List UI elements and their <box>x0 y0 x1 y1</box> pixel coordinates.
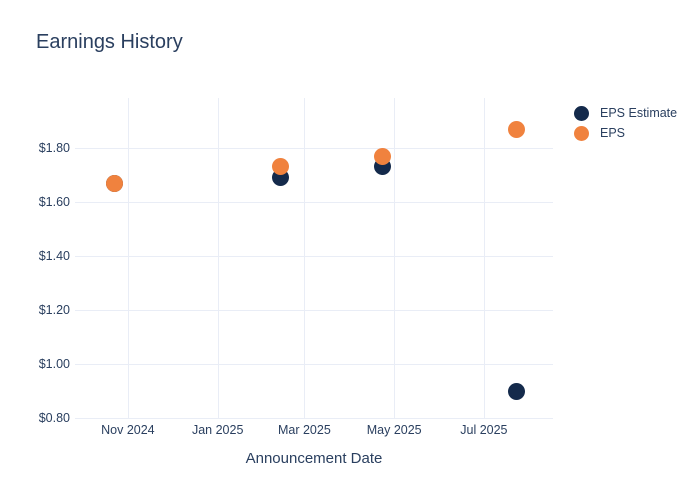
legend-item-eps-estimate[interactable]: EPS Estimate <box>574 106 677 121</box>
gridline-y <box>75 364 553 365</box>
data-point-eps[interactable] <box>373 147 391 165</box>
gridline-y <box>75 202 553 203</box>
legend-item-eps[interactable]: EPS <box>574 126 677 141</box>
data-point-eps-estimate[interactable] <box>507 382 525 400</box>
y-tick-label: $1.80 <box>38 141 70 155</box>
legend: EPS Estimate EPS <box>574 106 677 146</box>
gridline-y <box>75 148 553 149</box>
x-tick-label: Jan 2025 <box>191 423 244 437</box>
y-tick-label: $1.40 <box>38 249 70 263</box>
x-tick-label: Nov 2024 <box>101 423 155 437</box>
y-tick-label: $1.60 <box>38 195 70 209</box>
gridline-x <box>394 98 396 418</box>
x-tick-label: Mar 2025 <box>277 423 331 437</box>
gridline-x <box>127 98 129 418</box>
x-tick-label: Jul 2025 <box>460 423 508 437</box>
x-axis-title: Announcement Date <box>245 450 383 467</box>
y-tick-label: $0.80 <box>38 411 70 425</box>
y-tick-label: $1.00 <box>38 357 70 371</box>
gridline-x <box>304 98 306 418</box>
legend-marker-eps-estimate-icon <box>574 106 589 121</box>
data-point-eps[interactable] <box>507 120 525 138</box>
data-point-eps[interactable] <box>272 158 290 176</box>
legend-label: EPS Estimate <box>600 106 678 120</box>
x-tick-label: May 2025 <box>366 423 422 437</box>
gridline-y <box>75 310 553 311</box>
legend-marker-eps-icon <box>574 126 589 141</box>
gridline-x <box>217 98 219 418</box>
gridline-y <box>75 418 553 419</box>
data-point-eps[interactable] <box>106 174 124 192</box>
chart-title: Earnings History <box>36 31 183 53</box>
legend-label: EPS <box>600 126 626 140</box>
gridline-y <box>75 256 553 257</box>
gridline-x <box>483 98 485 418</box>
y-tick-label: $1.20 <box>38 303 70 317</box>
